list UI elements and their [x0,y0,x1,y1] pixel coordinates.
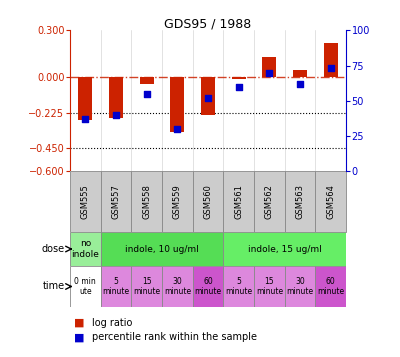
Text: GSM564: GSM564 [326,184,335,219]
Bar [162,266,193,307]
Text: 15
minute: 15 minute [256,277,283,296]
Text: indole, 15 ug/ml: indole, 15 ug/ml [248,245,322,253]
Bar [262,57,276,77]
Point [236,84,242,90]
Text: GSM561: GSM561 [234,184,243,219]
Bar [315,171,346,232]
Text: log ratio: log ratio [92,318,132,328]
Bar [170,77,184,132]
Text: GSM557: GSM557 [112,184,120,219]
Bar [109,77,123,118]
Text: percentile rank within the sample: percentile rank within the sample [92,332,257,342]
Point [82,116,88,122]
Bar [193,266,223,307]
Bar [201,77,215,115]
Point [144,91,150,97]
Bar [293,70,307,77]
Bar [285,266,315,307]
Point [266,70,272,76]
Bar [162,171,193,232]
Text: dose: dose [41,244,64,254]
Bar [254,266,285,307]
Bar [315,266,346,307]
Bar [223,266,254,307]
Text: GSM555: GSM555 [81,184,90,219]
Bar [285,171,315,232]
Text: time: time [42,281,64,292]
Bar [140,77,154,84]
Bar [223,232,346,266]
Bar [324,43,338,77]
Bar [101,232,223,266]
Point [174,126,180,132]
Bar [254,171,285,232]
Text: no
indole: no indole [71,239,99,259]
Text: GSM562: GSM562 [265,184,274,219]
Bar [101,171,131,232]
Bar [101,266,131,307]
Text: 30
minute: 30 minute [286,277,314,296]
Text: indole, 10 ug/ml: indole, 10 ug/ml [125,245,199,253]
Bar [131,171,162,232]
Bar [223,171,254,232]
Text: ■: ■ [74,318,84,328]
Point [113,112,119,118]
Text: 60
minute: 60 minute [194,277,222,296]
Text: GSM560: GSM560 [204,184,212,219]
Bar [193,171,223,232]
Text: 30
minute: 30 minute [164,277,191,296]
Text: 15
minute: 15 minute [133,277,160,296]
Text: GSM558: GSM558 [142,184,151,219]
Text: 5
minute: 5 minute [225,277,252,296]
Bar [131,266,162,307]
Bar [70,232,101,266]
Text: ■: ■ [74,332,84,342]
Bar [78,77,92,120]
Point [297,81,303,87]
Title: GDS95 / 1988: GDS95 / 1988 [164,17,252,30]
Text: 60
minute: 60 minute [317,277,344,296]
Point [328,66,334,71]
Point [205,95,211,101]
Bar [232,77,246,79]
Text: GSM563: GSM563 [296,184,304,219]
Text: 0 min
ute: 0 min ute [74,277,96,296]
Text: GSM559: GSM559 [173,184,182,219]
Bar [70,266,101,307]
Bar [70,171,101,232]
Text: 5
minute: 5 minute [102,277,130,296]
